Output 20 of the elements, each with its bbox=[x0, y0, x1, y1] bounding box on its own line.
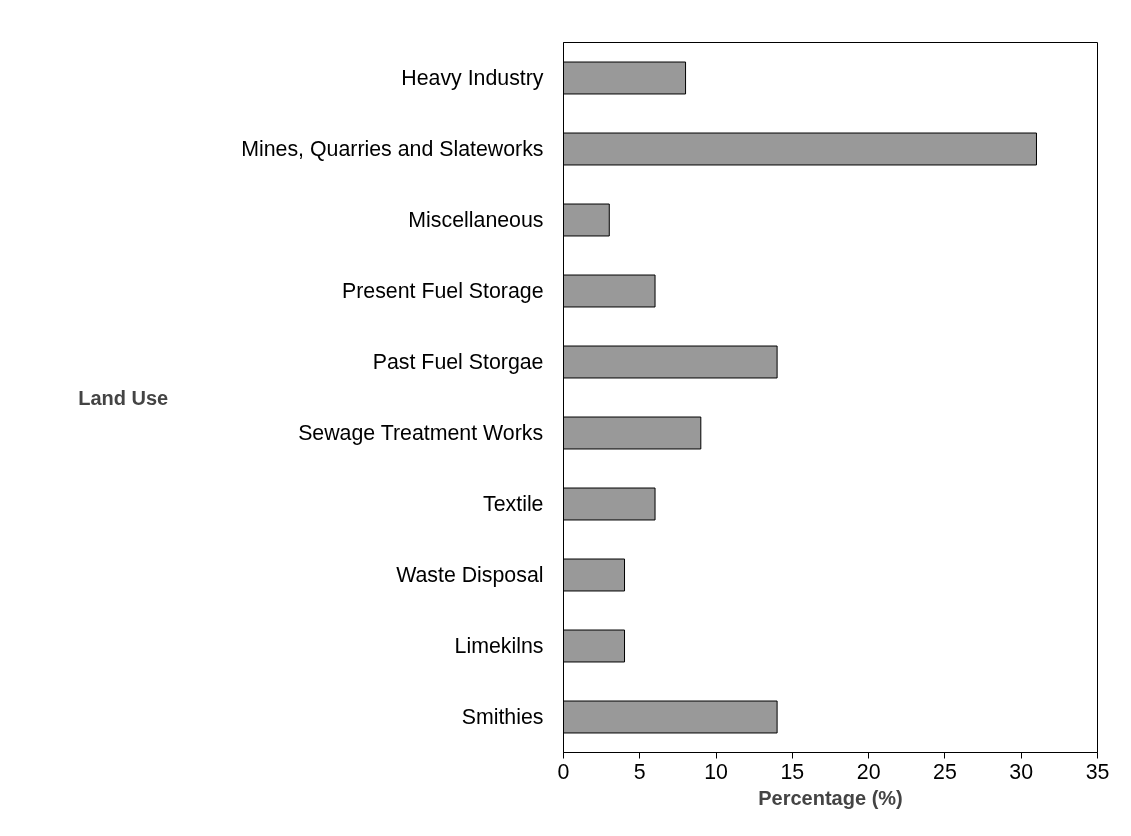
x-tick-label: 35 bbox=[1085, 759, 1110, 784]
y-tick-label: Waste Disposal bbox=[396, 563, 544, 587]
y-tick-label: Sewage Treatment Works bbox=[298, 421, 544, 445]
y-tick-label: Miscellaneous bbox=[408, 208, 544, 232]
y-tick-label: Past Fuel Storgae bbox=[372, 350, 544, 374]
y-tick-label: Limekilns bbox=[454, 634, 544, 658]
x-axis-title: Percentage (%) bbox=[758, 786, 903, 809]
x-tick-label: 25 bbox=[933, 759, 957, 784]
y-tick-label: Textile bbox=[483, 492, 544, 516]
y-axis-title: Land Use bbox=[78, 386, 169, 409]
y-tick-label: Heavy Industry bbox=[401, 66, 544, 90]
x-tick-label: 0 bbox=[557, 759, 570, 784]
x-tick-label: 20 bbox=[856, 759, 881, 784]
x-tick-label: 10 bbox=[704, 759, 729, 784]
y-tick-label: Smithies bbox=[461, 705, 544, 729]
y-tick-label: Present Fuel Storage bbox=[341, 279, 544, 303]
y-tick-label: Mines, Quarries and Slateworks bbox=[241, 137, 544, 161]
x-tick-label: 30 bbox=[1009, 759, 1034, 784]
x-tick-label: 15 bbox=[780, 759, 805, 784]
x-tick-label: 5 bbox=[633, 759, 646, 784]
